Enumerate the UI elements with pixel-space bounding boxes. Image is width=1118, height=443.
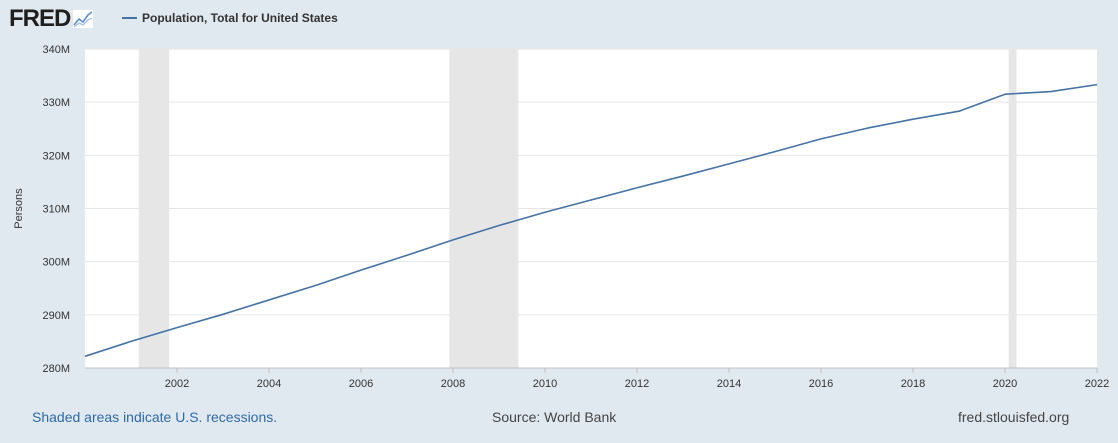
- site-link[interactable]: fred.stlouisfed.org: [958, 409, 1070, 425]
- legend-swatch: [122, 17, 137, 19]
- y-tick-label: 280M: [42, 363, 70, 375]
- y-tick-label: 290M: [42, 310, 70, 322]
- x-tick-label: 2012: [625, 378, 649, 390]
- series-line: [84, 83, 1098, 358]
- y-tick-label: 320M: [42, 150, 70, 162]
- x-tick-label: 2008: [441, 378, 465, 390]
- x-axis: 2002 2004 2006 2008 2010 2012 2014 2016 2018 2020…: [165, 368, 1109, 390]
- x-tick-label: 2014: [717, 378, 741, 390]
- y-axis: 280M 290M 300M 310M 320M 330M 340M: [42, 44, 70, 375]
- x-tick-label: 2022: [1085, 378, 1109, 390]
- y-axis-title: Persons: [13, 188, 25, 229]
- header: FRED Population, Total for United States: [0, 0, 1118, 40]
- series-layer: [84, 83, 1098, 358]
- y-tick-label: 330M: [42, 97, 70, 109]
- recession-note-link[interactable]: Shaded areas indicate U.S. recessions.: [32, 409, 278, 425]
- source-label: Source: World Bank: [492, 409, 617, 425]
- y-tick-label: 300M: [42, 257, 70, 269]
- logo-text: FRED: [9, 5, 71, 32]
- x-tick-label: 2002: [165, 378, 189, 390]
- fred-logo[interactable]: FRED: [9, 5, 95, 32]
- x-tick-label: 2020: [993, 378, 1017, 390]
- gridlines: [85, 48, 1097, 369]
- x-tick-label: 2010: [533, 378, 557, 390]
- legend: Population, Total for United States: [122, 11, 338, 25]
- x-tick-label: 2004: [257, 378, 281, 390]
- x-tick-label: 2016: [809, 378, 833, 390]
- y-tick-label: 310M: [42, 204, 70, 216]
- legend-label: Population, Total for United States: [142, 11, 338, 25]
- x-tick-label: 2006: [349, 378, 373, 390]
- y-tick-label: 340M: [42, 44, 70, 56]
- x-tick-label: 2018: [901, 378, 925, 390]
- chart-line-icon: [72, 9, 95, 29]
